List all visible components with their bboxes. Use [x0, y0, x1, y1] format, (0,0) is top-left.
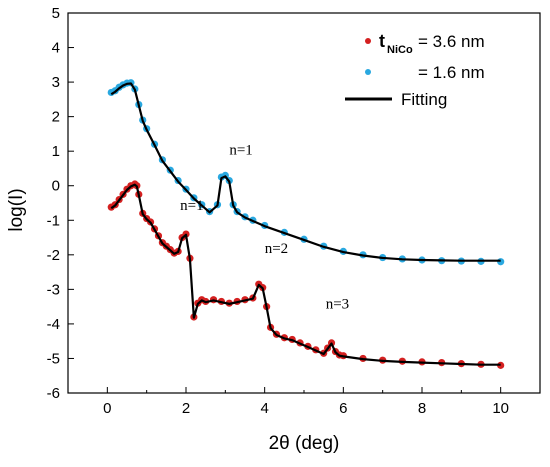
x-tick-label: 6	[339, 400, 347, 417]
fitting-line	[110, 82, 501, 262]
y-tick-label: -6	[47, 385, 60, 402]
y-tick-label: 3	[52, 74, 60, 91]
annotations: n=1 n=1 n=2 n=3	[180, 143, 349, 313]
y-tick-label: 2	[52, 109, 60, 126]
annotation-label: n=2	[265, 241, 288, 257]
legend-text-1-6nm: = 1.6 nm	[418, 63, 485, 82]
legend-prefix: t	[379, 31, 385, 51]
y-tick-label: -3	[47, 281, 60, 298]
y-tick-label: 0	[52, 178, 60, 195]
y-tick-label: 4	[52, 40, 60, 57]
y-tick-label: -1	[47, 212, 60, 229]
y-axis-label: log(I)	[6, 188, 27, 231]
y-tick-label: -2	[47, 247, 60, 264]
annotation-label: n=1	[180, 198, 203, 214]
x-tick-label: 10	[492, 400, 509, 417]
y-tick-label: 5	[52, 5, 60, 22]
legend-text-3-6nm: = 3.6 nm	[418, 32, 485, 51]
x-tick-label: 2	[182, 400, 190, 417]
axis-ticks: 0 2 4 6 8 10 -6 -5 -4 -3 -2 -1 0 1 2 3 4 5	[47, 5, 509, 417]
legend: t NiCo = 3.6 nm = 1.6 nm Fitting	[345, 31, 485, 109]
fitting-line	[110, 183, 501, 366]
x-tick-label: 8	[418, 400, 426, 417]
y-tick-label: 1	[52, 143, 60, 160]
annotation-label: n=1	[229, 143, 252, 159]
x-axis-label: 2θ (deg)	[269, 433, 340, 454]
x-tick-label: 4	[260, 400, 268, 417]
x-tick-label: 0	[103, 400, 111, 417]
annotation-label: n=3	[326, 296, 349, 312]
legend-marker-red	[365, 38, 371, 44]
y-tick-label: -5	[47, 350, 60, 367]
legend-text-fitting: Fitting	[401, 90, 447, 109]
legend-subscript: NiCo	[387, 44, 413, 56]
legend-marker-blue	[365, 69, 371, 75]
data-layer	[107, 79, 505, 369]
y-tick-label: -4	[47, 316, 60, 333]
